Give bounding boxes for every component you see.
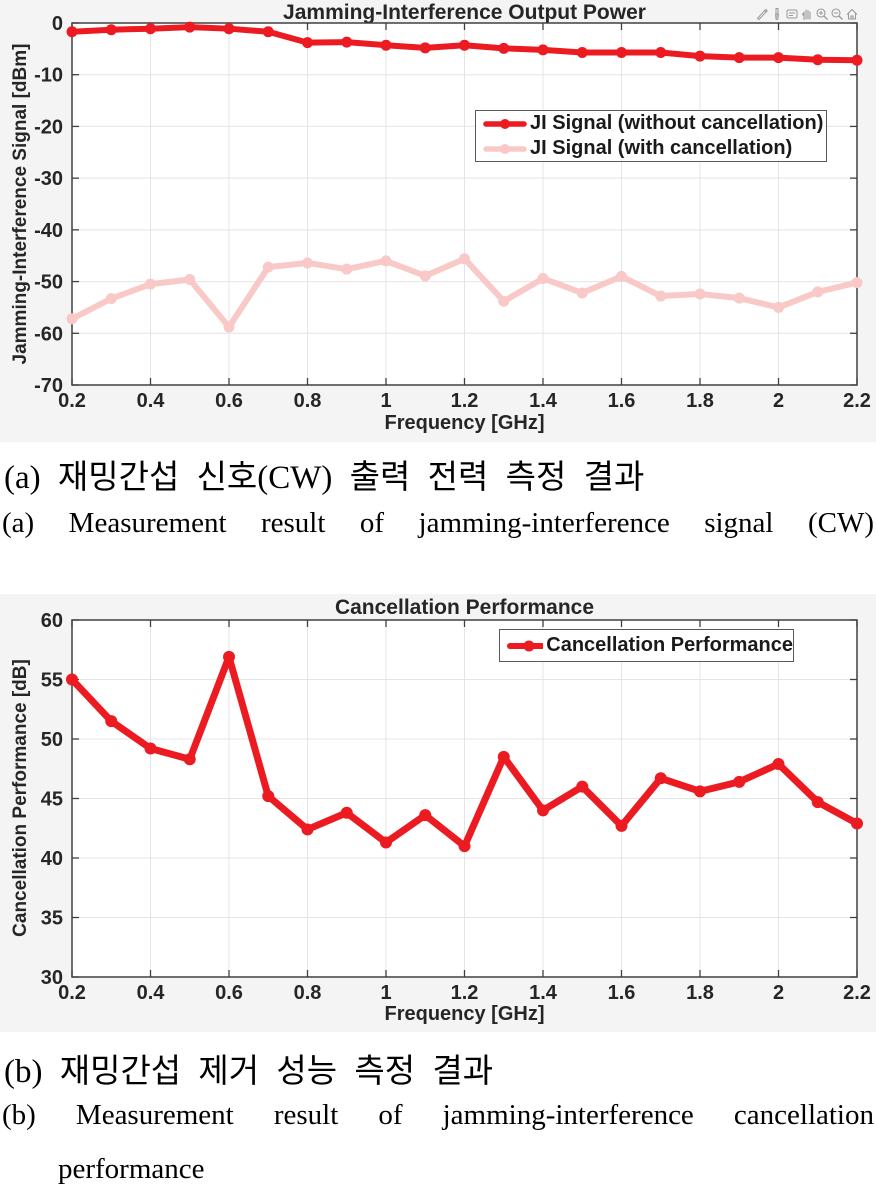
figure-a: Jamming-Interference Output Power (0, 0, 876, 442)
brush-icon[interactable] (770, 7, 784, 21)
svg-text:0.4: 0.4 (137, 390, 166, 412)
chart-b-title: Cancellation Performance (334, 596, 595, 619)
chart-b-plot: 0.2 0.4 0.6 0.8 1 1.2 1.4 1.6 1.8 2 2.2 60 55 50 45 40 3… (41, 610, 871, 1004)
svg-text:-10: -10 (34, 65, 63, 87)
svg-text:1.6: 1.6 (608, 982, 636, 1004)
zoom-in-icon[interactable] (815, 7, 829, 21)
svg-text:40: 40 (41, 848, 63, 870)
svg-text:55: 55 (41, 670, 63, 692)
legend-entry-with-cancellation: JI Signal (with cancellation) (483, 137, 826, 161)
chart-a-plot: 0.2 0.4 0.6 0.8 1 1.2 1.4 1.6 1.8 2 2.2 0 -10 -20 -30 -… (34, 13, 871, 412)
svg-text:-60: -60 (34, 323, 63, 345)
svg-text:1.6: 1.6 (608, 390, 636, 412)
datatip-icon[interactable] (785, 7, 799, 21)
svg-text:0.4: 0.4 (137, 982, 166, 1004)
edit-plot-icon[interactable] (755, 7, 769, 21)
chart-b-xlabel: Frequency [GHz] (384, 1003, 545, 1025)
caption-b-english-line2: performance (58, 1153, 205, 1185)
svg-text:1.2: 1.2 (451, 982, 479, 1004)
chart-b-legend: Cancellation Performance (499, 629, 794, 662)
legend-line-sample (483, 143, 527, 154)
svg-text:1: 1 (380, 390, 391, 412)
caption-b-korean: (b) 재밍간섭 제거 성능 측정 결과 (4, 1054, 494, 1090)
svg-text:45: 45 (41, 789, 63, 811)
svg-text:-70: -70 (34, 375, 63, 397)
legend-label: Cancellation Performance (546, 634, 793, 656)
figure-b: Cancellation Performance 0.2 0.4 0.6 0.8 1 1.… (0, 594, 876, 1032)
pan-icon[interactable] (800, 7, 814, 21)
svg-text:60: 60 (41, 610, 63, 632)
svg-text:2.2: 2.2 (843, 390, 871, 412)
chart-a-xlabel: Frequency [GHz] (384, 412, 545, 434)
svg-text:0.8: 0.8 (294, 390, 322, 412)
caption-a-english: (a) Measurement result of jamming-interf… (2, 507, 874, 539)
svg-text:1.4: 1.4 (529, 982, 558, 1004)
svg-text:0: 0 (52, 13, 63, 35)
svg-text:50: 50 (41, 729, 63, 751)
svg-text:0.8: 0.8 (294, 982, 322, 1004)
svg-text:0.6: 0.6 (215, 982, 243, 1004)
svg-text:2: 2 (773, 390, 784, 412)
axes-toolbar (755, 7, 859, 21)
svg-text:-40: -40 (34, 220, 63, 242)
caption-b-english-line1: (b) Measurement result of jamming-interf… (2, 1099, 874, 1131)
svg-text:0.6: 0.6 (215, 390, 243, 412)
legend-entry-without-cancellation: JI Signal (without cancellation) (483, 112, 826, 136)
legend-entry-cancellation-performance: Cancellation Performance (507, 634, 793, 658)
legend-line-sample (483, 118, 527, 129)
home-icon[interactable] (845, 7, 859, 21)
svg-text:1.2: 1.2 (451, 390, 479, 412)
svg-text:30: 30 (41, 967, 63, 989)
svg-text:1.4: 1.4 (529, 390, 558, 412)
svg-text:0.2: 0.2 (58, 982, 86, 1004)
zoom-out-icon[interactable] (830, 7, 844, 21)
svg-text:2.2: 2.2 (843, 982, 871, 1004)
svg-text:-20: -20 (34, 116, 63, 138)
chart-a-ylabel: Jamming-Interference Signal [dBm] (10, 43, 31, 365)
legend-label: JI Signal (with cancellation) (530, 137, 793, 159)
caption-a-korean: (a) 재밍간섭 신호(CW) 출력 전력 측정 결과 (4, 460, 645, 496)
svg-text:0.2: 0.2 (58, 390, 86, 412)
svg-text:1.8: 1.8 (686, 982, 714, 1004)
svg-text:35: 35 (41, 908, 63, 930)
legend-label: JI Signal (without cancellation) (530, 112, 824, 134)
legend-line-sample (507, 640, 544, 651)
chart-a-title: Jamming-Interference Output Power (283, 1, 646, 24)
svg-text:1: 1 (380, 982, 391, 1004)
chart-b-ylabel: Cancellation Performance [dB] (10, 659, 31, 937)
svg-text:2: 2 (773, 982, 784, 1004)
svg-text:-50: -50 (34, 272, 63, 294)
chart-a-legend: JI Signal (without cancellation) JI Sign… (475, 110, 827, 162)
svg-text:-30: -30 (34, 168, 63, 190)
svg-text:1.8: 1.8 (686, 390, 714, 412)
